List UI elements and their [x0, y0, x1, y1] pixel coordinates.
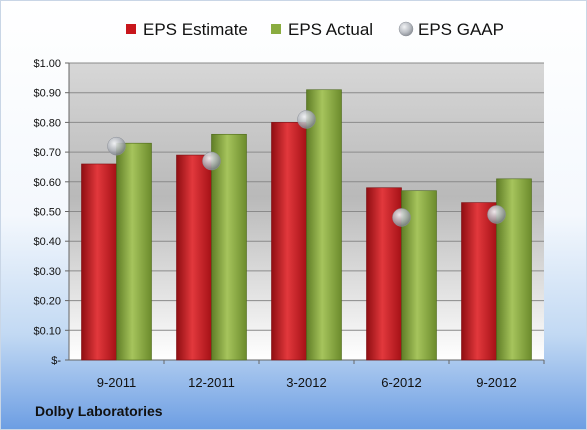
legend-label: EPS Estimate — [143, 20, 248, 39]
y-tick-label: $0.50 — [33, 207, 61, 219]
company-name: Dolby Laboratories — [35, 403, 163, 419]
legend-label: EPS Actual — [288, 20, 373, 39]
bar-eps-actual — [306, 89, 342, 361]
y-tick-label: $0.70 — [33, 147, 61, 159]
marker-eps-gaap — [392, 208, 411, 227]
marker-eps-gaap — [107, 136, 126, 156]
x-tick-label: 9-2011 — [97, 375, 137, 390]
y-tick-label: $0.20 — [33, 296, 61, 308]
marker-eps-gaap — [202, 151, 221, 171]
bar-eps-estimate — [81, 163, 117, 361]
x-tick-label: 12-2011 — [188, 375, 235, 390]
bar-eps-actual — [211, 133, 247, 361]
y-tick-label: $1.00 — [33, 58, 61, 70]
bar-eps-estimate — [176, 154, 212, 361]
legend-label: EPS GAAP — [418, 20, 504, 39]
y-tick-label: $0.40 — [33, 236, 61, 248]
y-tick-label: $0.30 — [33, 266, 61, 278]
legend-swatch — [126, 24, 136, 34]
bar-eps-actual — [496, 178, 532, 361]
bar-eps-estimate — [271, 122, 307, 361]
x-tick-label: 3-2012 — [286, 375, 326, 390]
legend-swatch — [271, 24, 281, 34]
marker-eps-gaap — [487, 205, 506, 224]
y-tick-label: $0.10 — [33, 325, 61, 337]
x-tick-label: 6-2012 — [381, 375, 421, 390]
y-tick-label: $0.80 — [33, 117, 61, 129]
bar-eps-estimate — [461, 202, 497, 361]
x-tick-label: 9-2012 — [476, 375, 516, 390]
y-tick-label: $0.90 — [33, 88, 61, 100]
y-tick-label: $0.60 — [33, 177, 61, 189]
marker-eps-gaap — [297, 110, 316, 129]
bar-eps-actual — [116, 142, 152, 361]
y-tick-label: $- — [51, 355, 61, 367]
legend-swatch — [398, 21, 414, 37]
